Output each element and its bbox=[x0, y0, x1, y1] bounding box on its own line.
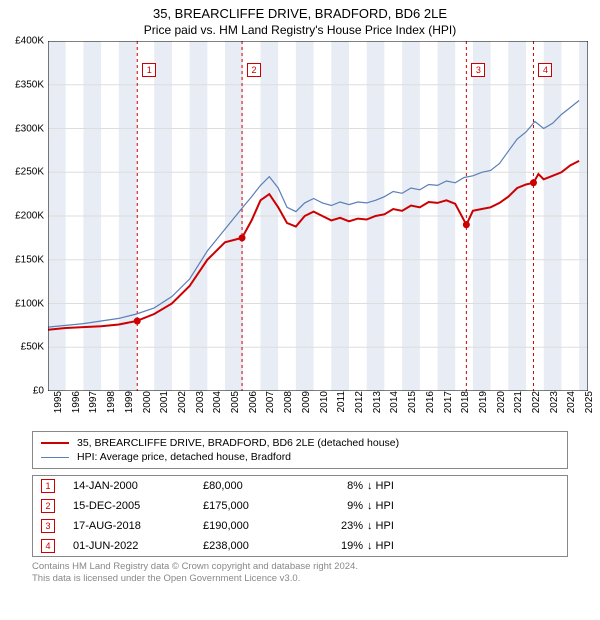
x-axis-tick-label: 2018 bbox=[458, 391, 471, 413]
x-axis-tick-label: 2000 bbox=[140, 391, 153, 413]
transaction-date: 01-JUN-2022 bbox=[73, 540, 203, 552]
x-axis-tick-label: 1998 bbox=[104, 391, 117, 413]
x-axis-tick-label: 2023 bbox=[547, 391, 560, 413]
transactions-table: 114-JAN-2000£80,0008%↓ HPI215-DEC-2005£1… bbox=[32, 475, 568, 557]
x-axis-tick-label: 2012 bbox=[352, 391, 365, 413]
chart-transaction-marker: 4 bbox=[538, 63, 552, 77]
x-axis-tick-label: 2007 bbox=[263, 391, 276, 413]
transaction-price: £190,000 bbox=[203, 520, 303, 532]
line-chart: £0£50K£100K£150K£200K£250K£300K£350K£400… bbox=[48, 41, 588, 391]
transaction-hpi-label: ↓ HPI bbox=[363, 520, 427, 532]
legend-label: HPI: Average price, detached house, Brad… bbox=[77, 451, 291, 463]
x-axis-tick-label: 2015 bbox=[405, 391, 418, 413]
x-axis-tick-label: 2019 bbox=[476, 391, 489, 413]
transaction-date: 14-JAN-2000 bbox=[73, 480, 203, 492]
legend-label: 35, BREARCLIFFE DRIVE, BRADFORD, BD6 2LE… bbox=[77, 437, 399, 449]
x-axis-tick-label: 2013 bbox=[370, 391, 383, 413]
x-axis-tick-label: 2003 bbox=[193, 391, 206, 413]
x-axis-tick-label: 1997 bbox=[86, 391, 99, 413]
legend-item-price: 35, BREARCLIFFE DRIVE, BRADFORD, BD6 2LE… bbox=[41, 436, 559, 450]
page-title: 35, BREARCLIFFE DRIVE, BRADFORD, BD6 2LE bbox=[0, 0, 600, 21]
x-axis-tick-label: 2001 bbox=[157, 391, 170, 413]
transaction-diff: 19% bbox=[303, 540, 363, 552]
transaction-price: £238,000 bbox=[203, 540, 303, 552]
legend-swatch bbox=[41, 442, 69, 444]
transaction-marker-badge: 1 bbox=[41, 479, 55, 493]
x-axis-tick-label: 2009 bbox=[299, 391, 312, 413]
chart-container: 35, BREARCLIFFE DRIVE, BRADFORD, BD6 2LE… bbox=[0, 0, 600, 620]
x-axis-tick-label: 1996 bbox=[69, 391, 82, 413]
chart-transaction-marker: 2 bbox=[247, 63, 261, 77]
transaction-price: £175,000 bbox=[203, 500, 303, 512]
transaction-diff: 8% bbox=[303, 480, 363, 492]
x-axis-tick-label: 2005 bbox=[228, 391, 241, 413]
x-axis-tick-label: 2008 bbox=[281, 391, 294, 413]
x-axis-tick-label: 2017 bbox=[441, 391, 454, 413]
y-axis-tick-label: £400K bbox=[15, 36, 48, 47]
footer-line: Contains HM Land Registry data © Crown c… bbox=[32, 561, 568, 573]
x-axis-tick-label: 2021 bbox=[511, 391, 524, 413]
transaction-date: 15-DEC-2005 bbox=[73, 500, 203, 512]
y-axis-tick-label: £50K bbox=[21, 342, 48, 353]
legend: 35, BREARCLIFFE DRIVE, BRADFORD, BD6 2LE… bbox=[32, 431, 568, 469]
transaction-hpi-label: ↓ HPI bbox=[363, 480, 427, 492]
x-axis-tick-label: 2004 bbox=[210, 391, 223, 413]
legend-item-hpi: HPI: Average price, detached house, Brad… bbox=[41, 450, 559, 464]
y-axis-tick-label: £200K bbox=[15, 211, 48, 222]
x-axis-tick-label: 2011 bbox=[334, 391, 347, 413]
x-axis-tick-label: 2022 bbox=[529, 391, 542, 413]
transaction-diff: 9% bbox=[303, 500, 363, 512]
chart-transaction-marker: 3 bbox=[471, 63, 485, 77]
footer-line: This data is licensed under the Open Gov… bbox=[32, 573, 568, 585]
legend-swatch bbox=[41, 457, 69, 458]
x-axis-tick-label: 2024 bbox=[564, 391, 577, 413]
x-axis-tick-label: 2016 bbox=[423, 391, 436, 413]
chart-svg bbox=[48, 41, 588, 391]
x-axis-tick-label: 1999 bbox=[122, 391, 135, 413]
x-axis-tick-label: 2020 bbox=[494, 391, 507, 413]
y-axis-tick-label: £250K bbox=[15, 167, 48, 178]
x-axis-tick-label: 1995 bbox=[51, 391, 64, 413]
transaction-hpi-label: ↓ HPI bbox=[363, 540, 427, 552]
x-axis-tick-label: 2002 bbox=[175, 391, 188, 413]
y-axis-tick-label: £300K bbox=[15, 123, 48, 134]
x-axis-tick-label: 2010 bbox=[317, 391, 330, 413]
x-axis-tick-label: 2014 bbox=[387, 391, 400, 413]
transaction-price: £80,000 bbox=[203, 480, 303, 492]
transaction-marker-badge: 4 bbox=[41, 539, 55, 553]
y-axis-tick-label: £0 bbox=[33, 386, 48, 397]
y-axis-tick-label: £150K bbox=[15, 254, 48, 265]
x-axis-tick-label: 2006 bbox=[246, 391, 259, 413]
y-axis-tick-label: £100K bbox=[15, 298, 48, 309]
transaction-date: 17-AUG-2018 bbox=[73, 520, 203, 532]
transaction-diff: 23% bbox=[303, 520, 363, 532]
transaction-marker-badge: 2 bbox=[41, 499, 55, 513]
transaction-hpi-label: ↓ HPI bbox=[363, 500, 427, 512]
transaction-row: 4 01-JUN-2022£238,00019%↓ HPI bbox=[33, 536, 567, 556]
transaction-marker-badge: 3 bbox=[41, 519, 55, 533]
y-axis-tick-label: £350K bbox=[15, 79, 48, 90]
transaction-row: 3 17-AUG-2018£190,00023%↓ HPI bbox=[33, 516, 567, 536]
transaction-row: 1 14-JAN-2000£80,0008%↓ HPI bbox=[33, 476, 567, 496]
x-axis-tick-label: 2025 bbox=[582, 391, 595, 413]
footer-attribution: Contains HM Land Registry data © Crown c… bbox=[32, 561, 568, 585]
page-subtitle: Price paid vs. HM Land Registry's House … bbox=[0, 21, 600, 41]
chart-transaction-marker: 1 bbox=[142, 63, 156, 77]
transaction-row: 2 15-DEC-2005£175,0009%↓ HPI bbox=[33, 496, 567, 516]
